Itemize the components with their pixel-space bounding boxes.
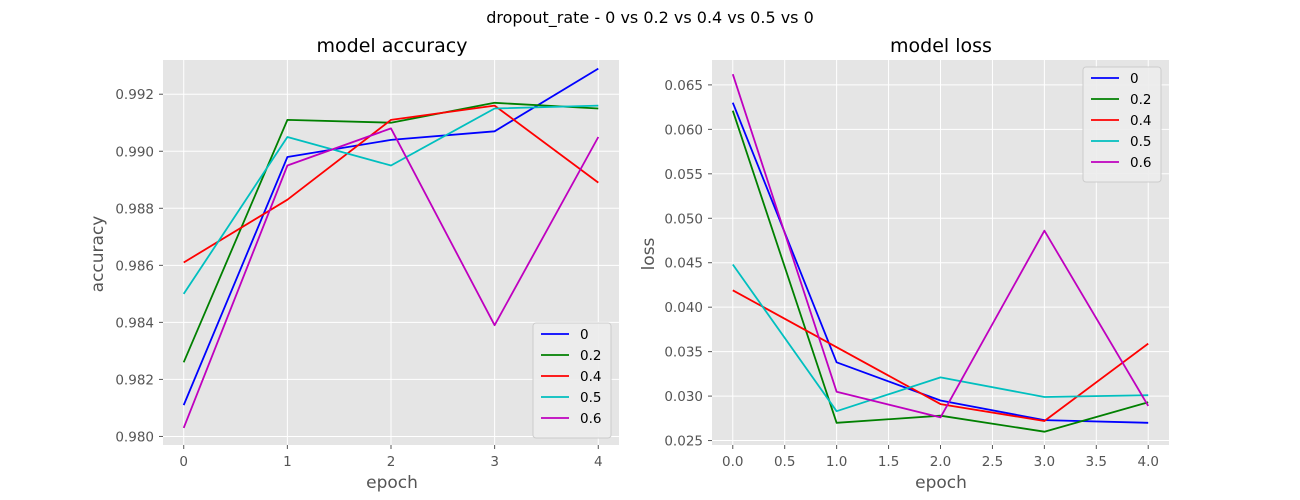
loss-xtick-label: 4.0 [1137, 454, 1158, 470]
loss-panel: model loss epoch loss 0.0 0.5 1.0 1.5 2.0 2.5… [639, 35, 1169, 493]
loss-legend-box [1082, 66, 1162, 183]
accuracy-ytick-label: 0.984 [115, 315, 154, 331]
accuracy-ytick-label: 0.992 [115, 87, 154, 103]
accuracy-ytick-label: 0.982 [115, 372, 154, 388]
loss-xtick-label: 3.0 [1034, 454, 1055, 470]
accuracy-series-line-0 [182, 67, 599, 406]
accuracy-xtick-label: 4 [594, 454, 603, 470]
accuracy-legend: 0 0.2 0.4 0.5 0.6 [532, 322, 612, 439]
loss-xtick-label: 1.0 [826, 454, 847, 470]
loss-series-line-0-4 [732, 289, 1149, 422]
loss-legend-label: 0 [1130, 71, 1139, 87]
accuracy-series-line-0-5 [182, 104, 599, 295]
accuracy-series-line-0-4 [183, 104, 599, 264]
accuracy-legend-label: 0.6 [580, 411, 601, 427]
loss-series-line-0-5 [732, 263, 1149, 413]
loss-ytick-label: 0.055 [664, 167, 703, 183]
figure-suptitle: dropout_rate - 0 vs 0.2 vs 0.4 vs 0.5 vs… [486, 8, 814, 28]
loss-legend-label: 0.6 [1130, 155, 1151, 171]
loss-legend: 0 0.2 0.4 0.5 0.6 [1082, 66, 1162, 183]
accuracy-ytick-label: 0.986 [115, 258, 154, 274]
loss-xtick-label: 2.5 [982, 454, 1003, 470]
loss-legend-label: 0.4 [1130, 113, 1151, 129]
loss-ytick-label: 0.060 [664, 122, 703, 138]
loss-ytick-label: 0.050 [664, 211, 703, 227]
accuracy-series-line-0-2 [182, 101, 599, 363]
accuracy-series-line-0-6 [182, 127, 600, 429]
accuracy-xtick-label: 1 [283, 454, 292, 470]
accuracy-ytick-label: 0.980 [115, 429, 154, 445]
loss-series-line-0-6 [731, 73, 1149, 419]
accuracy-legend-box [532, 322, 612, 439]
accuracy-legend-label: 0.5 [580, 390, 601, 406]
accuracy-title: model accuracy [317, 35, 468, 57]
loss-ytick-label: 0.030 [664, 389, 703, 405]
loss-xtick-label: 3.5 [1086, 454, 1107, 470]
accuracy-ytick-label: 0.990 [115, 144, 154, 160]
accuracy-ytick-label: 0.988 [115, 201, 154, 217]
loss-ytick-label: 0.065 [664, 78, 703, 94]
loss-xtick-label: 0.0 [722, 454, 743, 470]
loss-xtick-label: 1.5 [878, 454, 899, 470]
accuracy-xtick-label: 3 [490, 454, 499, 470]
loss-legend-label: 0.5 [1130, 134, 1151, 150]
accuracy-xtick-label: 2 [387, 454, 396, 470]
accuracy-panel: model accuracy epoch accuracy 0 1 2 3 4 0.980… [88, 35, 619, 493]
accuracy-legend-label: 0.2 [580, 348, 601, 364]
accuracy-legend-label: 0 [580, 327, 589, 343]
accuracy-ylabel: accuracy [88, 216, 108, 293]
loss-ylabel: loss [639, 237, 659, 270]
loss-ytick-label: 0.045 [664, 256, 703, 272]
accuracy-legend-label: 0.4 [580, 369, 601, 385]
loss-xtick-label: 2.0 [930, 454, 951, 470]
loss-xlabel: epoch [915, 473, 967, 493]
accuracy-xtick-label: 0 [179, 454, 188, 470]
loss-ytick-label: 0.025 [664, 434, 703, 450]
loss-ytick-label: 0.035 [664, 345, 703, 361]
loss-legend-label: 0.2 [1130, 92, 1151, 108]
accuracy-xlabel: epoch [366, 473, 418, 493]
loss-xtick-label: 0.5 [774, 454, 795, 470]
loss-title: model loss [890, 35, 992, 57]
loss-ytick-label: 0.040 [664, 300, 703, 316]
